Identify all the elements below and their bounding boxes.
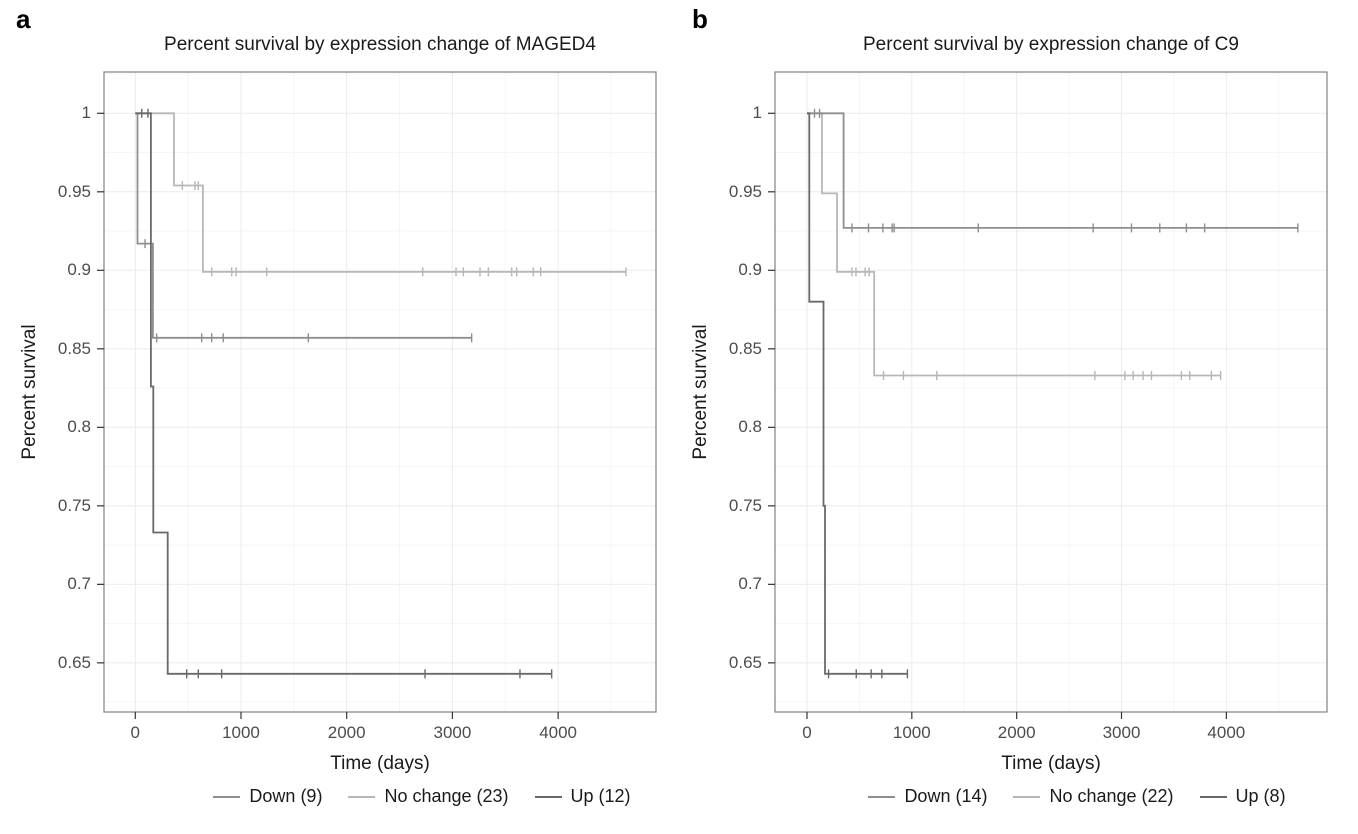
panel-letter-a: a: [16, 4, 31, 34]
legend-line-swatch: [1199, 795, 1227, 798]
legend-line-swatch: [1013, 795, 1041, 798]
y-tick-label: 0.8: [67, 417, 91, 437]
legend-line-swatch: [868, 795, 896, 798]
chart-title-a: Percent survival by expression change of…: [164, 34, 596, 55]
km-curve-down-14: [807, 112, 1298, 229]
km-curve-down-9: [135, 112, 472, 339]
survival-chart-panel-a: a Percent survival by expression change …: [16, 4, 657, 806]
legend-b: Down (14) No change (22) Up (8): [801, 786, 1353, 807]
y-tick-label: 0.7: [67, 574, 91, 594]
y-tick-label: 0.85: [57, 338, 91, 358]
plot-panel-border: [774, 71, 1328, 713]
y-tick-label: 0.9: [738, 260, 762, 280]
legend-item-up-8: Up (8): [1199, 786, 1286, 807]
legend-label: Up (8): [1235, 786, 1286, 806]
legend-line-swatch: [213, 795, 241, 798]
chart-title-b: Percent survival by expression change of…: [863, 34, 1239, 55]
km-curve-no-change-23: [135, 112, 626, 273]
legend-line-swatch: [348, 795, 376, 798]
x-axis-label-a: Time (days): [330, 753, 430, 774]
y-tick-label: 0.75: [728, 495, 762, 515]
y-tick-label: 0.75: [57, 495, 91, 515]
y-tick-label: 0.65: [728, 652, 762, 672]
legend-item-no-change-23: No change (23): [348, 786, 509, 807]
legend-a: Down (9) No change (23) Up (12): [146, 786, 698, 807]
legend-item-down-9: Down (9): [213, 786, 322, 807]
x-axis-label-b: Time (days): [1001, 753, 1101, 774]
y-tick-label: 0.65: [57, 652, 91, 672]
km-curve-no-change-22: [807, 112, 1221, 377]
plot-panel-border: [103, 71, 657, 713]
legend-line-swatch: [534, 795, 562, 798]
y-tick-label: 0.95: [728, 181, 762, 201]
y-tick-label: 1: [81, 103, 91, 123]
x-tick-label: 2000: [997, 723, 1036, 742]
x-tick-label: 0: [802, 723, 812, 742]
legend-label: No change (22): [1049, 786, 1174, 806]
x-tick-label: 2000: [327, 723, 366, 742]
survival-chart-panel-b: b Percent survival by expression change …: [679, 0, 1358, 834]
km-curve-up-12: [135, 112, 552, 675]
y-tick-label: 0.9: [67, 260, 91, 280]
y-tick-label: 0.85: [728, 338, 762, 358]
x-tick-label: 3000: [433, 723, 472, 742]
x-tick-label: 1000: [892, 723, 931, 742]
km-curve-up-8: [807, 112, 908, 675]
legend-label: Up (12): [570, 786, 631, 806]
legend-label: Down (14): [904, 786, 988, 806]
km-plot-a: [97, 71, 657, 719]
x-tick-label: 4000: [539, 723, 578, 742]
x-tick-label: 3000: [1102, 723, 1141, 742]
panel-letter-b: b: [692, 4, 708, 34]
legend-label: Down (9): [249, 786, 323, 806]
y-tick-label: 0.8: [738, 417, 762, 437]
legend-label: No change (23): [384, 786, 509, 806]
x-tick-label: 1000: [222, 723, 260, 742]
y-tick-label: 0.95: [57, 181, 91, 201]
km-plot-b: [768, 71, 1328, 719]
x-tick-label: 4000: [1207, 723, 1246, 742]
y-tick-label: 0.7: [738, 574, 762, 594]
legend-item-up-12: Up (12): [534, 786, 631, 807]
legend-item-down-14: Down (14): [868, 786, 987, 807]
legend-item-no-change-22: No change (22): [1013, 786, 1174, 807]
x-tick-label: 0: [130, 723, 141, 742]
y-tick-label: 1: [752, 103, 762, 123]
